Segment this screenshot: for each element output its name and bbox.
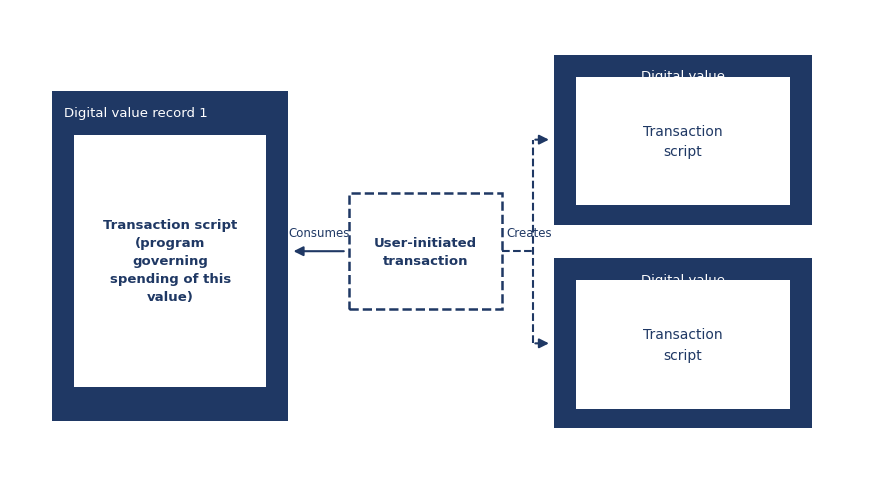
Text: Transaction script
(program
governing
spending of this
value): Transaction script (program governing sp… [103,219,237,304]
Text: User-initiated
transaction: User-initiated transaction [374,236,478,267]
FancyBboxPatch shape [576,281,790,409]
FancyBboxPatch shape [554,259,812,428]
Text: Digital value
record 3: Digital value record 3 [641,273,725,303]
Text: Transaction
script: Transaction script [643,328,723,362]
FancyBboxPatch shape [576,77,790,206]
Text: Creates: Creates [506,227,552,240]
FancyBboxPatch shape [554,56,812,225]
FancyBboxPatch shape [349,194,502,310]
Text: Digital value
record 2: Digital value record 2 [641,70,725,100]
Text: Transaction
script: Transaction script [643,124,723,159]
Text: Consumes: Consumes [288,227,349,240]
FancyBboxPatch shape [52,92,288,421]
Text: Digital value record 1: Digital value record 1 [64,106,208,120]
FancyBboxPatch shape [74,136,266,387]
